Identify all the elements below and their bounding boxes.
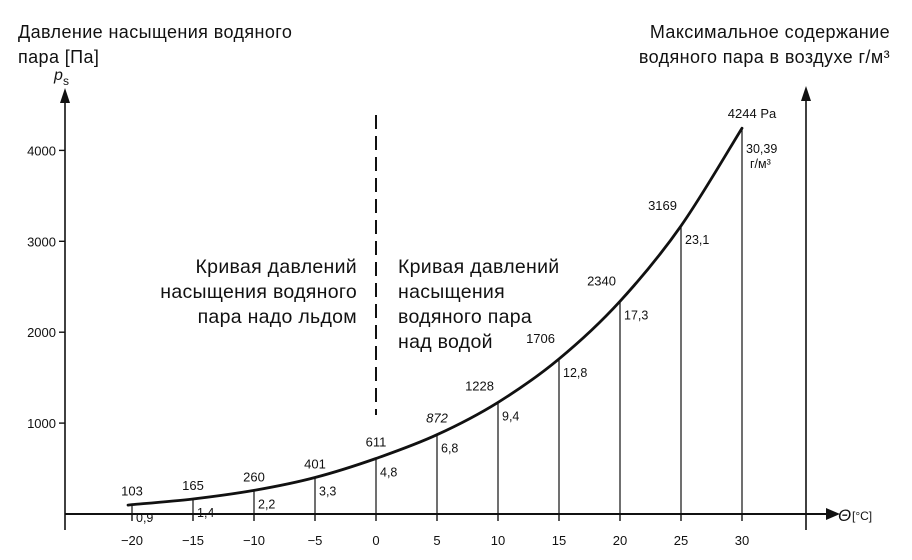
pressure-label: 165: [182, 478, 204, 493]
x-tick-label: −20: [121, 533, 143, 548]
y-axis-label: p: [53, 67, 63, 84]
concentration-unit: г/м³: [750, 157, 771, 171]
concentration-label: 30,39: [746, 142, 777, 156]
pressure-label: 611: [366, 434, 387, 449]
y-tick-label: 3000: [27, 234, 56, 249]
pressure-label: 2340: [587, 273, 616, 288]
x-tick-label: 15: [552, 533, 566, 548]
y-axis-arrow: [60, 88, 70, 103]
x-axis-label: Θ: [838, 506, 851, 525]
pressure-label: 872: [426, 411, 448, 426]
x-tick-label: 30: [735, 533, 749, 548]
x-tick-label: 10: [491, 533, 505, 548]
concentration-label: 17,3: [624, 308, 648, 322]
concentration-label: 9,4: [502, 409, 519, 423]
x-axis-arrow: [826, 508, 840, 520]
y-axis-label-subscript: s: [63, 74, 69, 88]
x-tick-label: 0: [372, 533, 379, 548]
concentration-label: 23,1: [685, 233, 709, 247]
pressure-label: 4244 Pa: [728, 106, 777, 121]
x-tick-label: −10: [243, 533, 265, 548]
concentration-label: 3,3: [319, 485, 336, 499]
x-tick-label: 20: [613, 533, 627, 548]
concentration-label: 4,8: [380, 465, 397, 479]
x-tick-label: 25: [674, 533, 688, 548]
concentration-label: 1,4: [197, 506, 214, 520]
left-axis-title: Давление насыщения водяного пара [Па]: [18, 22, 293, 67]
pressure-label: 1706: [526, 331, 555, 346]
x-tick-label: −5: [308, 533, 323, 548]
concentration-label: 2,2: [258, 497, 275, 511]
right-axis-arrow: [801, 86, 811, 101]
ice-curve-label: Кривая давлений насыщения водяного пара …: [160, 256, 357, 328]
y-tick-label: 2000: [27, 325, 56, 340]
y-tick-label: 4000: [27, 143, 56, 158]
right-axis-title: Максимальное содержание водяного пара в …: [638, 22, 890, 67]
x-axis-unit: [°C]: [852, 509, 872, 523]
x-tick-label: −15: [182, 533, 204, 548]
pressure-label: 1228: [465, 378, 494, 393]
saturation-curve: [126, 126, 744, 507]
concentration-label: 6,8: [441, 442, 458, 456]
pressure-label: 260: [243, 469, 265, 484]
concentration-label: 12,8: [563, 366, 587, 380]
pressure-label: 3169: [648, 198, 677, 213]
pressure-label: 401: [304, 457, 326, 472]
x-tick-label: 5: [433, 533, 440, 548]
pressure-label: 103: [121, 484, 143, 499]
y-tick-label: 1000: [27, 416, 56, 431]
concentration-label: 0,9: [136, 511, 153, 525]
water-curve-label: Кривая давлений насыщения водяного пара …: [398, 256, 560, 353]
